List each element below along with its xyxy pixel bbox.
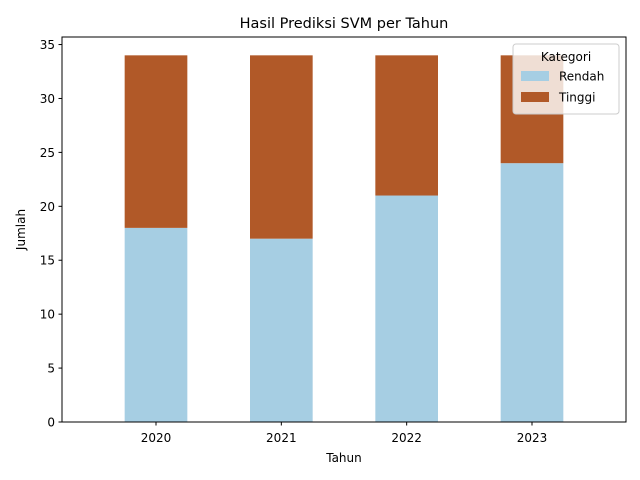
x-tick-label: 2022 <box>391 431 422 445</box>
y-axis-title: Jumlah <box>14 209 28 251</box>
bar-rendah-2020 <box>124 227 188 422</box>
bar-rendah-2022 <box>375 195 438 422</box>
legend-title: Kategori <box>541 50 591 64</box>
y-tick-label: 5 <box>47 362 55 376</box>
x-axis-title: Tahun <box>325 451 362 465</box>
bar-tinggi-2022 <box>375 55 438 196</box>
y-tick-label: 30 <box>40 92 55 106</box>
legend-label-rendah: Rendah <box>559 70 604 84</box>
bar-rendah-2021 <box>250 238 313 422</box>
y-tick-label: 0 <box>47 416 55 430</box>
y-tick-label: 25 <box>40 146 55 160</box>
y-tick-label: 20 <box>40 200 55 214</box>
y-tick-label: 15 <box>40 254 55 268</box>
legend-swatch-rendah <box>521 71 549 81</box>
chart-title: Hasil Prediksi SVM per Tahun <box>240 16 449 32</box>
y-tick-label: 35 <box>40 38 55 52</box>
x-tick-label: 2020 <box>141 431 172 445</box>
bar-tinggi-2020 <box>124 55 188 228</box>
bars-group <box>124 55 564 423</box>
bar-tinggi-2021 <box>250 55 313 239</box>
legend: Kategori Rendah Tinggi <box>512 43 620 115</box>
bar-rendah-2023 <box>500 163 564 423</box>
y-tick-label: 10 <box>40 308 55 322</box>
legend-swatch-tinggi <box>521 92 549 102</box>
y-axis: 0 5 10 15 20 25 30 35 <box>40 38 62 430</box>
x-tick-label: 2021 <box>266 431 297 445</box>
x-axis: 2020 2021 2022 2023 <box>141 422 548 445</box>
plot-frame <box>61 36 627 423</box>
legend-label-tinggi: Tinggi <box>558 91 595 105</box>
x-tick-label: 2023 <box>517 431 548 445</box>
